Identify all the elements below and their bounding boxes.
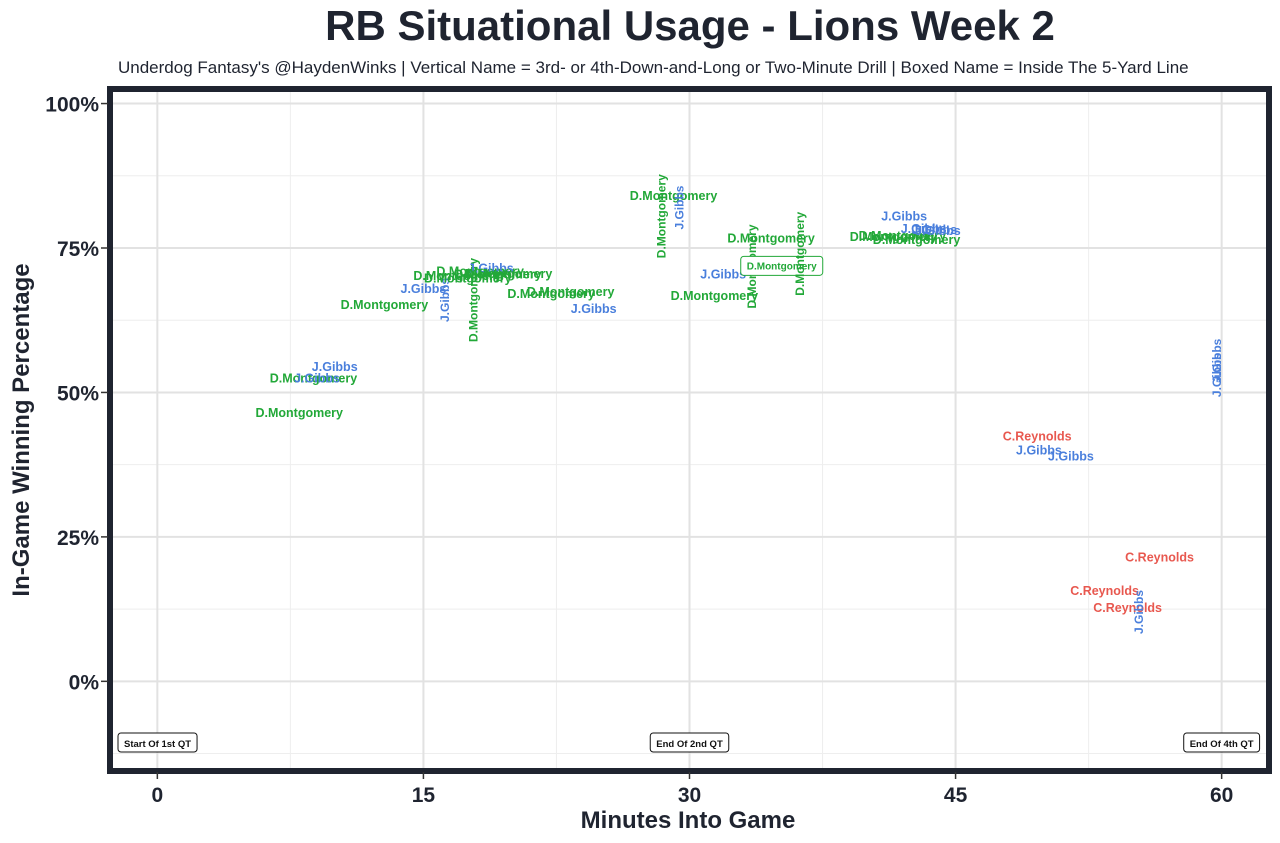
y-tick-label: 100% bbox=[45, 94, 99, 117]
point-label: J.Gibbs bbox=[911, 223, 957, 237]
point-label: C.Reynolds bbox=[1093, 601, 1162, 615]
point-label: D.Montgomery bbox=[424, 272, 512, 286]
axes: 0 15 30 45 60 0% 25% 50% 75% 100% bbox=[45, 94, 1233, 807]
point-label: D.Montgomery bbox=[859, 229, 947, 243]
point-label: D.Montgomery bbox=[454, 268, 542, 282]
point-label: D.Montgomery bbox=[436, 265, 524, 279]
point-label: D.Montgomery bbox=[413, 269, 501, 283]
quarter-annotation: End Of 4th QT bbox=[1183, 732, 1261, 753]
x-tick-label: 60 bbox=[1210, 784, 1233, 807]
point-label: D.Montgomery bbox=[727, 232, 815, 246]
quarter-annotation: Start Of 1st QT bbox=[117, 732, 198, 753]
point-label: J.Gibbs bbox=[915, 224, 961, 238]
point-label: J.Gibbs bbox=[700, 268, 746, 282]
x-tick-label: 30 bbox=[678, 784, 701, 807]
point-label: D.Montgomery bbox=[341, 298, 429, 312]
point-label-vertical: J.Gibbs bbox=[1210, 353, 1224, 397]
quarter-annotation: End Of 2nd QT bbox=[649, 732, 730, 753]
chart-subtitle: Underdog Fantasy's @HaydenWinks | Vertic… bbox=[118, 58, 1189, 77]
point-label: J.Gibbs bbox=[401, 282, 447, 296]
y-tick-label: 25% bbox=[57, 527, 99, 550]
x-tick-label: 15 bbox=[412, 784, 436, 807]
x-tick-label: 45 bbox=[944, 784, 968, 807]
point-label: D.Montgomery bbox=[850, 230, 938, 244]
point-label: C.Reynolds bbox=[1070, 584, 1139, 598]
point-label: J.Gibbs bbox=[1048, 450, 1094, 464]
point-label: C.Reynolds bbox=[1003, 429, 1072, 443]
point-label: C.Reynolds bbox=[1125, 551, 1194, 565]
grid bbox=[113, 92, 1266, 768]
point-label: D.Montgomery bbox=[465, 267, 553, 281]
point-label: J.Gibbs bbox=[294, 372, 340, 386]
quarter-annotation-label: End Of 4th QT bbox=[1190, 739, 1254, 750]
point-label: D.Montgomery bbox=[671, 289, 759, 303]
quarter-annotation-box bbox=[117, 732, 198, 753]
point-label-vertical: J.Gibbs bbox=[438, 278, 452, 322]
y-tick-label: 0% bbox=[69, 671, 100, 694]
quarter-annotation-box bbox=[649, 732, 730, 753]
data-points: D.MontgomeryD.MontgomeryJ.GibbsJ.GibbsD.… bbox=[256, 174, 1224, 634]
point-label: D.Montgomery bbox=[747, 261, 817, 272]
chart-title: RB Situational Usage - Lions Week 2 bbox=[325, 2, 1055, 49]
quarter-annotations: Start Of 1st QT End Of 2nd QT End Of 4th Q… bbox=[117, 732, 1261, 753]
y-tick-label: 50% bbox=[57, 382, 99, 405]
point-label: J.Gibbs bbox=[1016, 444, 1062, 458]
point-label-box bbox=[740, 255, 824, 276]
quarter-annotation-label: End Of 2nd QT bbox=[656, 739, 723, 750]
point-label: D.Montgomery bbox=[527, 285, 615, 299]
point-label-vertical: D.Montgomery bbox=[467, 258, 481, 342]
point-label: D.Montgomery bbox=[507, 287, 595, 301]
point-label-vertical: J.Gibbs bbox=[1132, 590, 1146, 634]
point-label-vertical: D.Montgomery bbox=[655, 174, 669, 258]
x-tick-label: 0 bbox=[152, 784, 164, 807]
y-axis-label: In-Game Winning Percentage bbox=[8, 263, 35, 596]
point-label: J.Gibbs bbox=[312, 360, 358, 374]
point-label: D.Montgomery bbox=[630, 189, 718, 203]
point-label-vertical: D.Montgomery bbox=[793, 211, 807, 295]
panel-border bbox=[107, 86, 1272, 774]
point-label: J.Gibbs bbox=[901, 222, 947, 236]
quarter-annotation-label: Start Of 1st QT bbox=[124, 739, 191, 750]
y-tick-label: 75% bbox=[57, 238, 99, 261]
point-label-vertical: J.Gibbs bbox=[1210, 338, 1224, 382]
point-label: D.Montgomery bbox=[873, 233, 961, 247]
quarter-annotation-box bbox=[1183, 732, 1261, 753]
point-label: D.Montgomery bbox=[270, 372, 358, 386]
point-label: J.Gibbs bbox=[571, 302, 617, 316]
point-label: J.Gibbs bbox=[881, 210, 927, 224]
x-axis-label: Minutes Into Game bbox=[581, 807, 796, 834]
point-label: D.Montgomery bbox=[256, 406, 344, 420]
point-label-boxed: D.Montgomery bbox=[740, 255, 824, 276]
point-label: J.Gibbs bbox=[468, 262, 514, 276]
point-label-vertical: J.Gibbs bbox=[672, 185, 686, 229]
